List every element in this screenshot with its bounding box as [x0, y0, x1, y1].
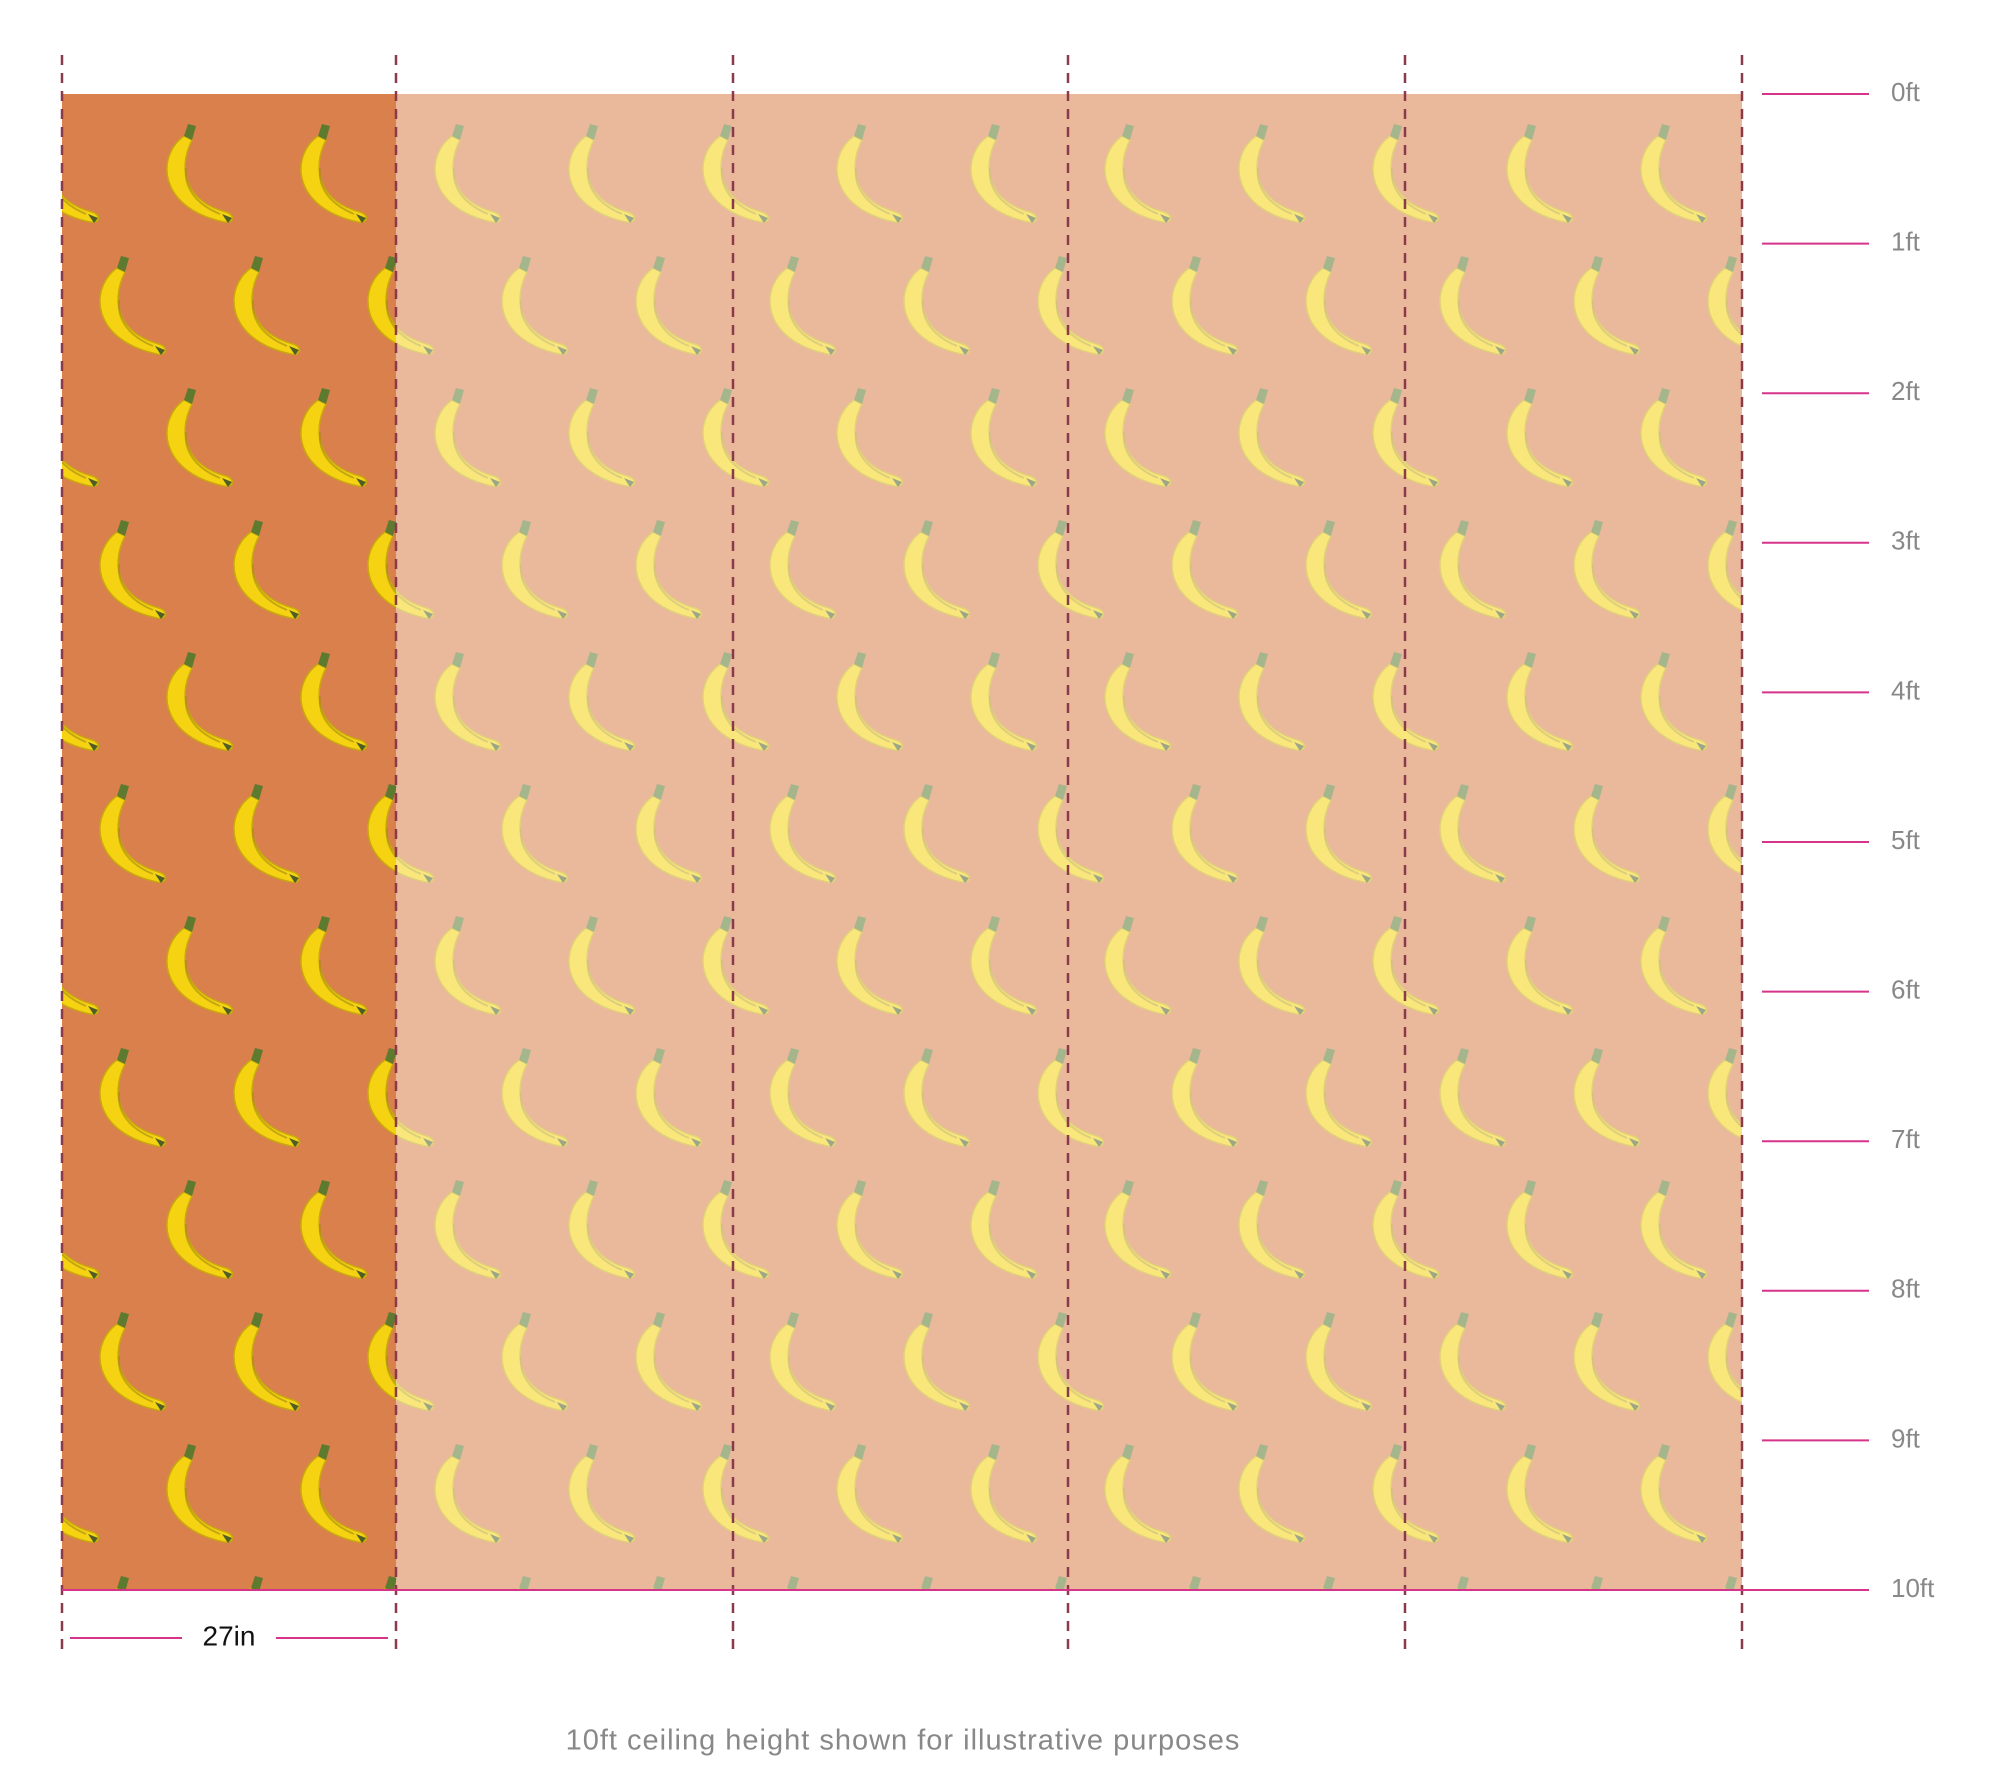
ruler-label: 3ft — [1891, 526, 1921, 556]
ruler-label: 2ft — [1891, 376, 1921, 406]
ruler-label: 1ft — [1891, 226, 1921, 256]
panel-dividers — [60, 55, 1744, 1654]
wallpaper-pattern — [62, 94, 1742, 1590]
ruler-label: 0ft — [1891, 77, 1921, 107]
ruler-label: 8ft — [1891, 1274, 1921, 1304]
ruler-label: 7ft — [1891, 1124, 1921, 1154]
ruler-label: 5ft — [1891, 825, 1921, 855]
ruler-label: 6ft — [1891, 974, 1921, 1004]
ruler-label: 9ft — [1891, 1423, 1921, 1453]
wall — [62, 94, 1742, 1590]
ruler-label: 4ft — [1891, 675, 1921, 705]
ruler-label: 10ft — [1891, 1573, 1935, 1603]
panel-width-label: 27in — [203, 1620, 256, 1651]
panel-width-indicator: 27in — [70, 1620, 388, 1651]
caption: 10ft ceiling height shown for illustrati… — [566, 1725, 1241, 1757]
unrolled-panels-fade — [396, 94, 1742, 1590]
height-ruler: 0ft 1ft 2ft 3ft 4ft 5ft 6ft 7ft 8ft 9ft 10ft — [1742, 77, 1935, 1603]
